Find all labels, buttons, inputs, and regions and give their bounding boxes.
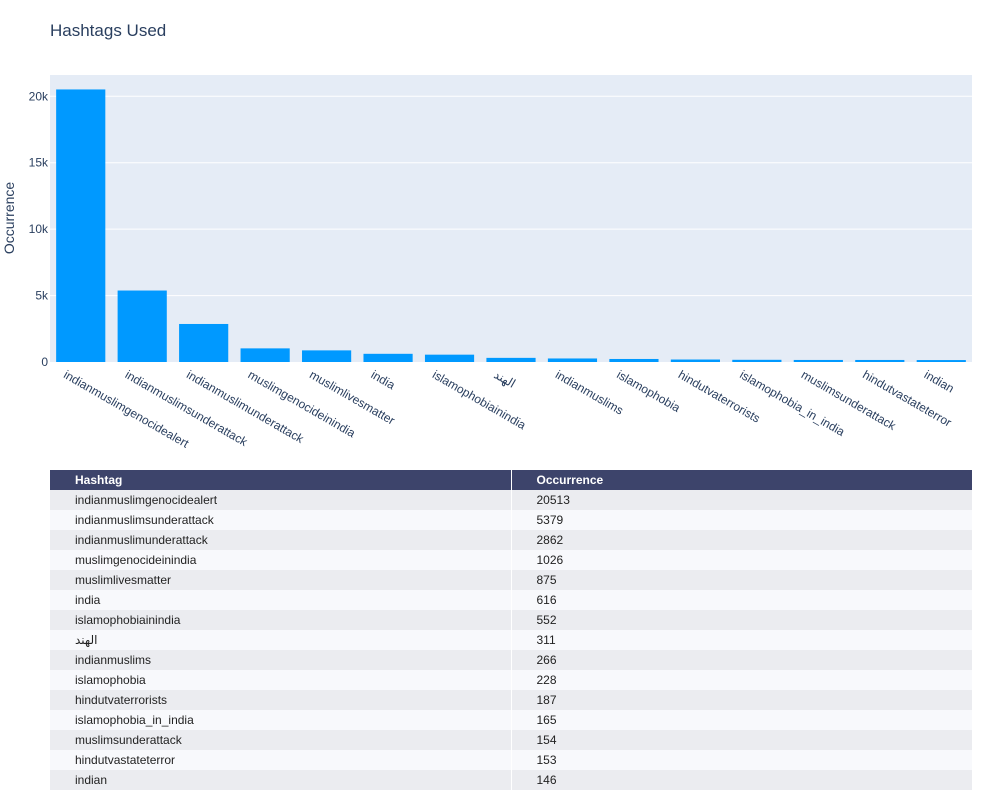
table-row: indianmuslimsunderattack 5379: [50, 510, 973, 530]
hashtag-cell: indianmuslimgenocidealert: [50, 490, 512, 510]
bar: [547, 358, 598, 362]
occurrence-cell: 1026: [511, 550, 973, 570]
x-axis-ticks: indianmuslimgenocidealertindianmuslimsun…: [61, 367, 956, 450]
x-tick-label: islamophobia: [614, 367, 683, 415]
hashtag-cell: الهند: [50, 630, 512, 650]
occurrence-cell: 165: [511, 710, 973, 730]
table-row: الهند 311: [50, 630, 973, 650]
bar: [916, 360, 966, 362]
y-axis-ticks: 0 5k 10k 15k 20k: [29, 89, 49, 369]
hashtag-cell: muslimsunderattack: [50, 730, 512, 750]
hashtag-cell: indianmuslimunderattack: [50, 530, 512, 550]
hashtag-cell: muslimlivesmatter: [50, 570, 512, 590]
hashtag-cell: muslimgenocideinindia: [50, 550, 512, 570]
bar: [56, 89, 106, 363]
chart-title: Hashtags Used: [50, 21, 167, 40]
occurrence-cell: 311: [511, 630, 973, 650]
occurrence-cell: 153: [511, 750, 973, 770]
table-row: indian 146: [50, 770, 973, 790]
table-row: hindutvastateterror 153: [50, 750, 973, 770]
x-tick-label: islamophobia_in_india: [737, 367, 847, 439]
occurrence-cell: 154: [511, 730, 973, 750]
x-tick-label: الهند: [492, 367, 518, 390]
x-tick-label: india: [369, 367, 398, 392]
bar-chart: 0 5k 10k 15k 20k indianmuslimgenocidealertin…: [1, 75, 972, 451]
hashtag-cell: indian: [50, 770, 512, 790]
bar: [117, 290, 167, 362]
occurrence-cell: 5379: [511, 510, 973, 530]
hashtag-cell: indianmuslims: [50, 650, 512, 670]
y-tick-label: 0: [41, 355, 48, 369]
x-tick-label: muslimgenocideinindia: [246, 367, 358, 440]
table-header-row: Hashtag Occurrence: [50, 470, 973, 490]
gridlines: [50, 95, 972, 297]
table-row: muslimlivesmatter 875: [50, 570, 973, 590]
occurrence-cell: 552: [511, 610, 973, 630]
occurrence-cell: 228: [511, 670, 973, 690]
hashtag-table: Hashtag Occurrence indianmuslimgenocidea…: [50, 470, 973, 790]
table-row: indianmuslimunderattack 2862: [50, 530, 973, 550]
bar: [302, 350, 352, 362]
bar: [793, 359, 843, 362]
plot-background: [50, 75, 972, 362]
occurrence-cell: 187: [511, 690, 973, 710]
bar: [486, 357, 536, 362]
occurrence-cell: 616: [511, 590, 973, 610]
y-axis-label: Occurrence: [1, 182, 17, 255]
bar: [732, 359, 782, 362]
y-tick-label: 10k: [29, 222, 49, 236]
occurrence-cell: 875: [511, 570, 973, 590]
table-row: indianmuslimgenocidealert 20513: [50, 490, 973, 510]
x-tick-label: indianmuslims: [553, 367, 626, 417]
hashtag-cell: hindutvaterrorists: [50, 690, 512, 710]
bar: [363, 353, 413, 362]
occurrence-cell: 266: [511, 650, 973, 670]
table-row: hindutvaterrorists 187: [50, 690, 973, 710]
hashtag-cell: islamophobia: [50, 670, 512, 690]
table-row: islamophobia_in_india 165: [50, 710, 973, 730]
hashtag-cell: hindutvastateterror: [50, 750, 512, 770]
occurrence-cell: 2862: [511, 530, 973, 550]
table-row: islamophobiainindia 552: [50, 610, 973, 630]
occurrence-cell: 146: [511, 770, 973, 790]
bar: [670, 359, 720, 362]
bar: [855, 359, 905, 362]
table-row: islamophobia 228: [50, 670, 973, 690]
table-row: muslimgenocideinindia 1026: [50, 550, 973, 570]
hashtag-cell: indianmuslimsunderattack: [50, 510, 512, 530]
hashtag-cell: india: [50, 590, 512, 610]
table-row: india 616: [50, 590, 973, 610]
bar: [179, 323, 229, 362]
y-tick-label: 15k: [29, 156, 49, 170]
bars: [56, 89, 966, 363]
y-tick-label: 5k: [35, 289, 49, 303]
bar: [609, 358, 659, 362]
hashtag-cell: islamophobia_in_india: [50, 710, 512, 730]
column-header-hashtag: Hashtag: [50, 470, 512, 490]
y-tick-label: 20k: [29, 89, 49, 103]
column-header-occurrence: Occurrence: [511, 470, 973, 490]
bar: [240, 348, 290, 362]
table-row: indianmuslims 266: [50, 650, 973, 670]
table-row: muslimsunderattack 154: [50, 730, 973, 750]
hashtag-cell: islamophobiainindia: [50, 610, 512, 630]
occurrence-cell: 20513: [511, 490, 973, 510]
x-tick-label: indian: [922, 367, 957, 395]
bar: [424, 354, 475, 362]
